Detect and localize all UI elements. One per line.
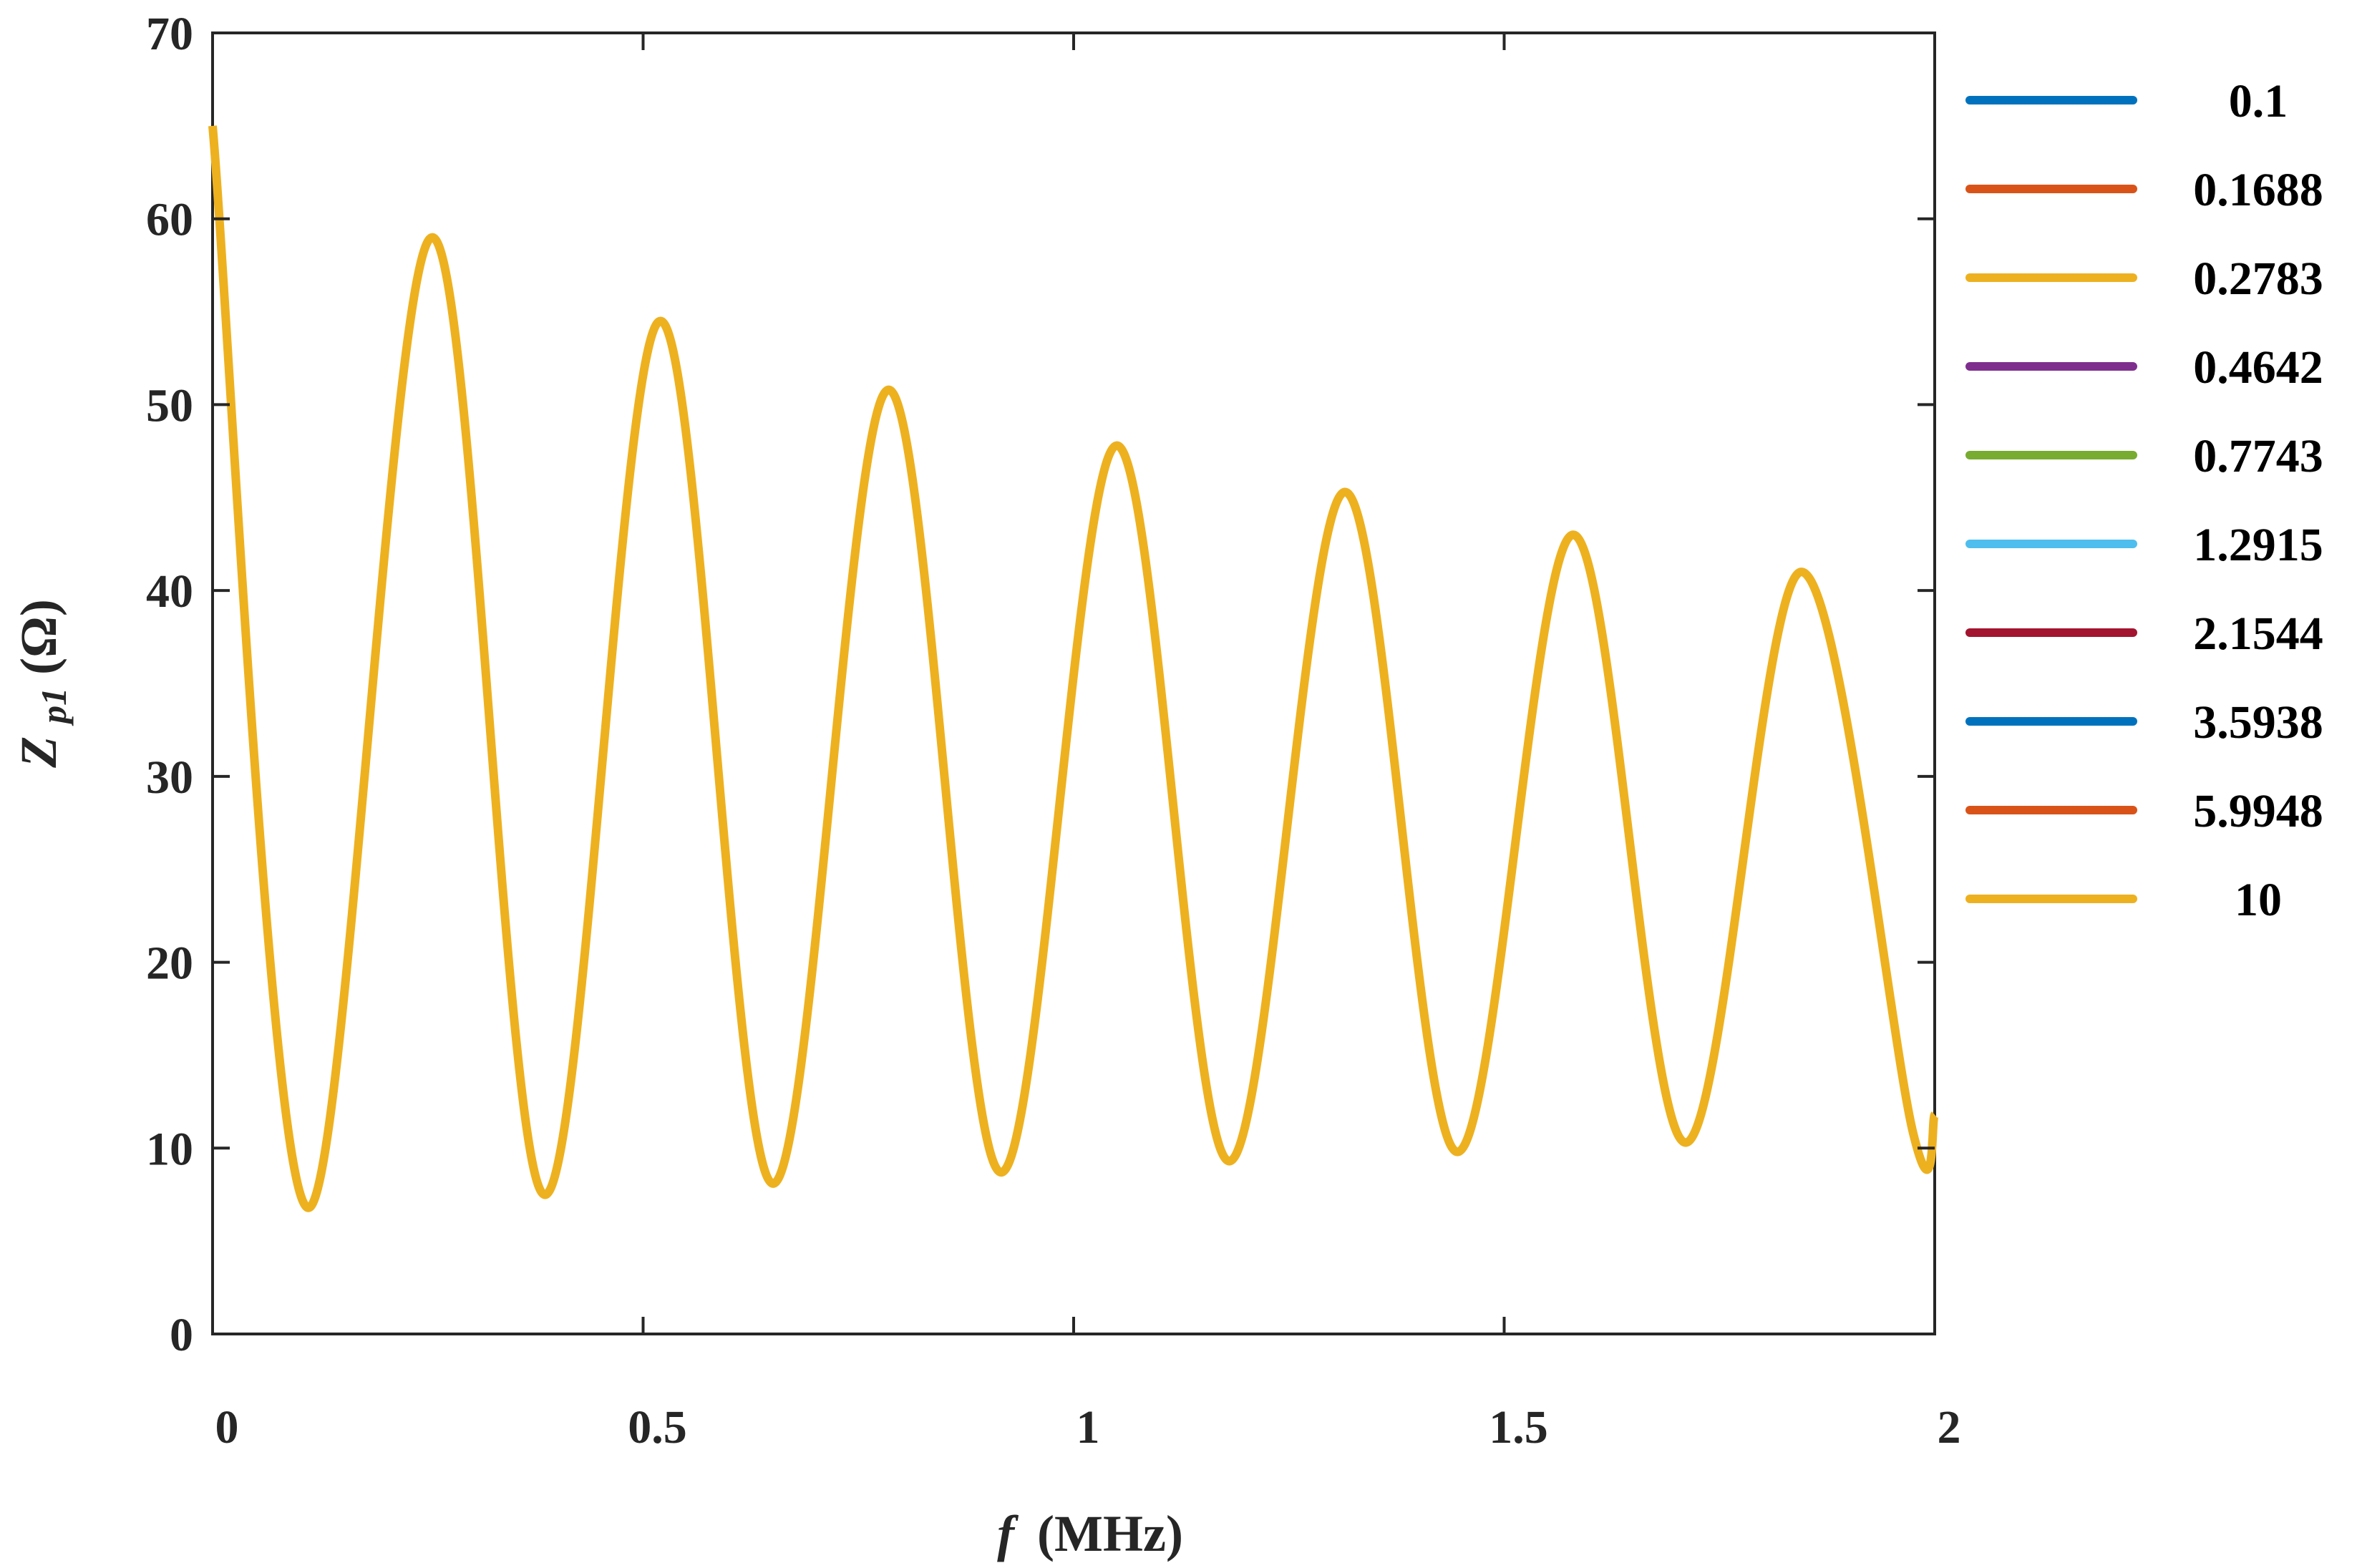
legend-label: 1.2915 xyxy=(2193,519,2323,571)
x-tick-label: 1 xyxy=(1077,1401,1100,1453)
y-tick-label: 60 xyxy=(146,194,193,246)
y-tick-label: 50 xyxy=(146,379,193,432)
series-line xyxy=(208,125,1939,1212)
legend-label: 2.1544 xyxy=(2193,608,2323,660)
x-axis-unit: (MHz) xyxy=(1037,1505,1183,1562)
x-tick-label: 1.5 xyxy=(1489,1401,1548,1453)
y-axis-title: Z p1 (Ω) xyxy=(10,599,77,769)
x-axis-var: f xyxy=(997,1505,1019,1562)
y-axis-sub: p1 xyxy=(34,688,74,726)
x-tick-label: 2 xyxy=(1938,1401,1961,1453)
x-axis-title: f (MHz) xyxy=(997,1505,1183,1562)
x-tick-label: 0 xyxy=(215,1401,239,1453)
legend-label: 0.7743 xyxy=(2193,430,2323,482)
legend: 0.1 0.1688 0.2783 0.4642 0.7743 1.2915 2.1544 3… xyxy=(1965,75,2323,926)
legend-label: 3.5938 xyxy=(2193,696,2323,749)
legend-label: 0.1688 xyxy=(2193,164,2323,216)
y-axis-unit: (Ω) xyxy=(10,599,67,675)
x-tick-label: 0.5 xyxy=(628,1401,687,1453)
y-tick-label: 20 xyxy=(146,938,193,990)
y-axis-var: Z xyxy=(10,736,67,769)
curve-layer xyxy=(208,125,1939,1212)
legend-label: 0.2783 xyxy=(2193,253,2323,305)
legend-label: 0.1 xyxy=(2229,75,2288,127)
y-tick-label: 10 xyxy=(146,1123,193,1175)
y-tick-label: 70 xyxy=(146,8,193,60)
legend-label: 0.4642 xyxy=(2193,341,2323,394)
legend-label: 5.9948 xyxy=(2193,785,2323,837)
y-tick-label: 40 xyxy=(146,565,193,618)
y-tick-label: 0 xyxy=(170,1309,193,1361)
y-tick-label: 30 xyxy=(146,751,193,804)
legend-label: 10 xyxy=(2235,874,2282,926)
